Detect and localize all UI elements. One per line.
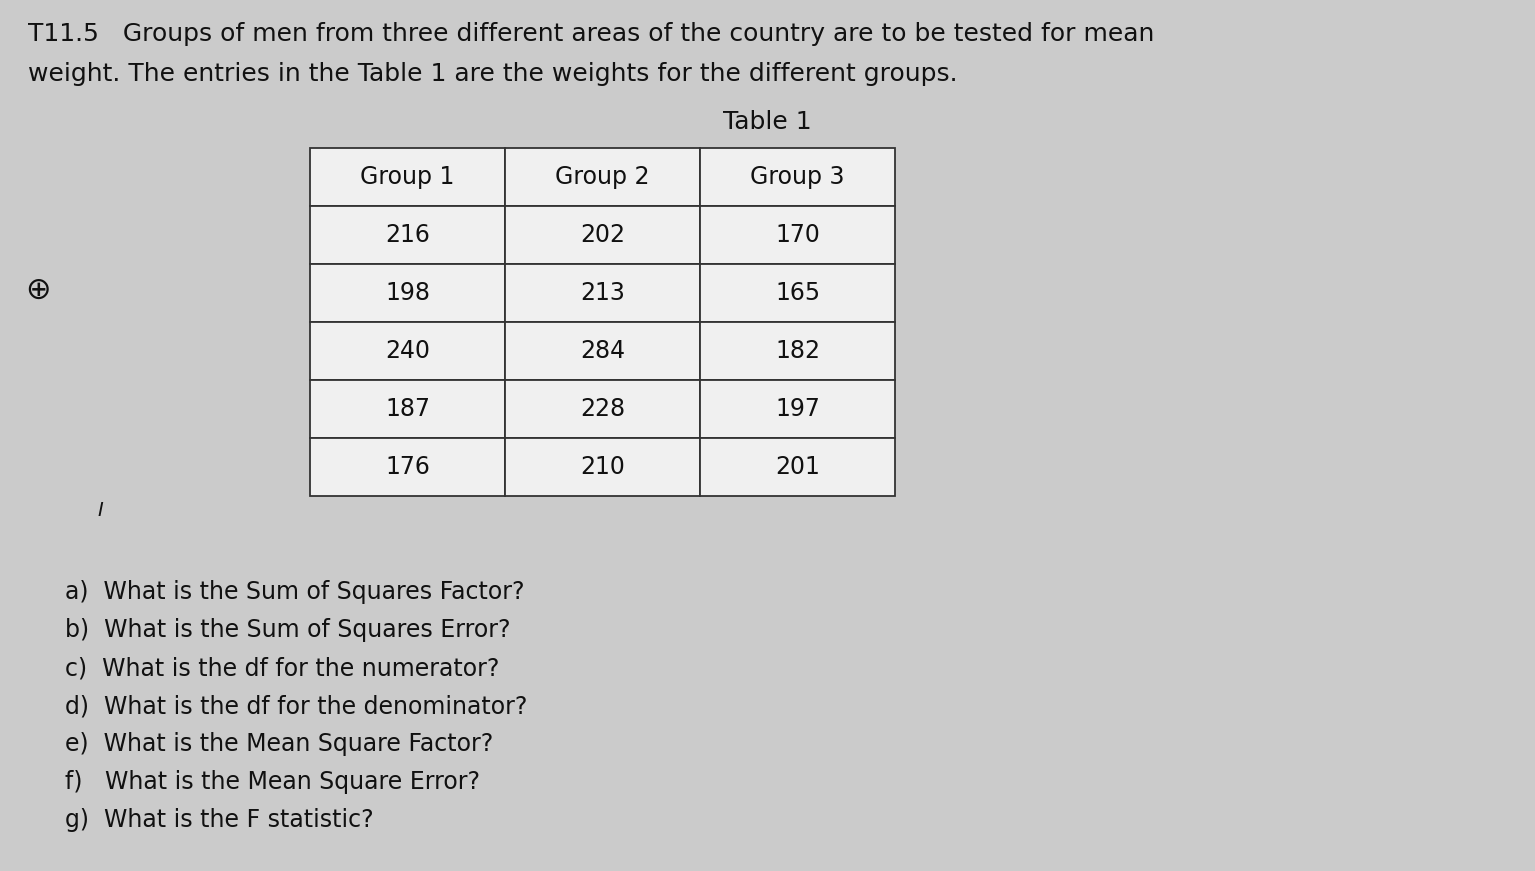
Bar (700, 322, 895, 380)
Bar (505, 380, 700, 438)
Text: g)  What is the F statistic?: g) What is the F statistic? (64, 808, 373, 832)
Text: 170: 170 (775, 223, 820, 247)
Bar (310, 148, 505, 206)
Text: 228: 228 (580, 397, 625, 421)
Text: Table 1: Table 1 (723, 110, 812, 134)
Text: 201: 201 (775, 455, 820, 479)
Text: 182: 182 (775, 339, 820, 363)
Text: 284: 284 (580, 339, 625, 363)
Bar (505, 148, 700, 206)
Bar (505, 322, 700, 380)
Text: f)   What is the Mean Square Error?: f) What is the Mean Square Error? (64, 770, 480, 794)
Text: 216: 216 (385, 223, 430, 247)
Bar (700, 148, 895, 206)
Text: ⊕: ⊕ (25, 275, 51, 305)
Text: 210: 210 (580, 455, 625, 479)
Bar (310, 206, 505, 264)
Bar (700, 206, 895, 264)
Bar (700, 264, 895, 322)
Text: c)  What is the df for the numerator?: c) What is the df for the numerator? (64, 656, 499, 680)
Bar (310, 438, 505, 496)
Bar (505, 206, 700, 264)
Bar (310, 264, 505, 322)
Text: 197: 197 (775, 397, 820, 421)
Bar (310, 380, 505, 438)
Text: 213: 213 (580, 281, 625, 305)
Text: d)  What is the df for the denominator?: d) What is the df for the denominator? (64, 694, 528, 718)
Text: 165: 165 (775, 281, 820, 305)
Text: Group 1: Group 1 (361, 165, 454, 189)
Text: Group 2: Group 2 (556, 165, 649, 189)
Text: 240: 240 (385, 339, 430, 363)
Bar (505, 438, 700, 496)
Text: 202: 202 (580, 223, 625, 247)
Text: Group 3: Group 3 (751, 165, 844, 189)
Bar (505, 264, 700, 322)
Text: 198: 198 (385, 281, 430, 305)
Bar (310, 322, 505, 380)
Text: T11.5   Groups of men from three different areas of the country are to be tested: T11.5 Groups of men from three different… (28, 22, 1154, 46)
Text: b)  What is the Sum of Squares Error?: b) What is the Sum of Squares Error? (64, 618, 511, 642)
Text: weight. The entries in the Table 1 are the weights for the different groups.: weight. The entries in the Table 1 are t… (28, 62, 958, 86)
Text: 176: 176 (385, 455, 430, 479)
Text: e)  What is the Mean Square Factor?: e) What is the Mean Square Factor? (64, 732, 493, 756)
Text: I: I (97, 501, 103, 520)
Text: a)  What is the Sum of Squares Factor?: a) What is the Sum of Squares Factor? (64, 580, 525, 604)
Text: 187: 187 (385, 397, 430, 421)
Bar (700, 438, 895, 496)
Bar (700, 380, 895, 438)
